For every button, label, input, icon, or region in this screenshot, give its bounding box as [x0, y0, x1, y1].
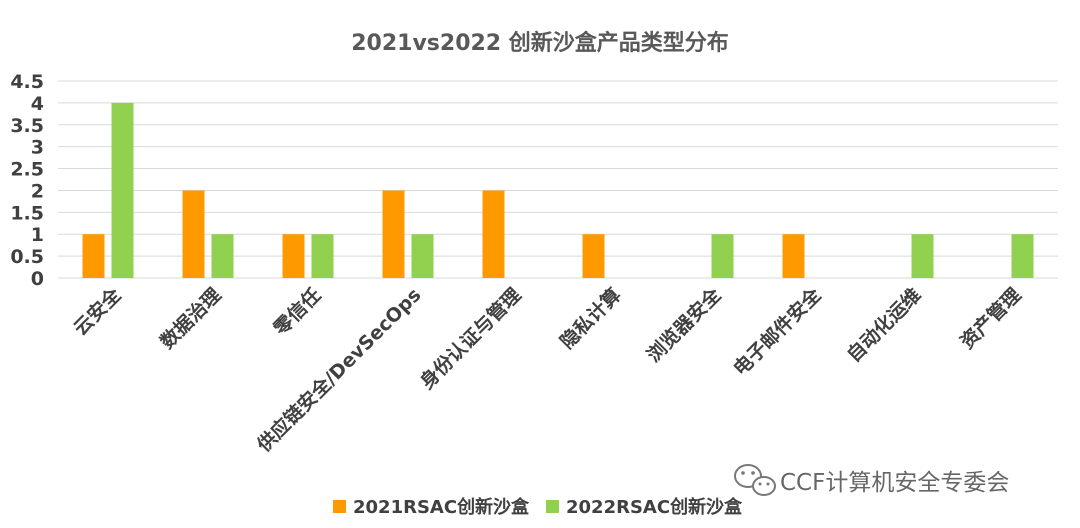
x-tick-label: 浏览器安全: [642, 283, 726, 367]
bar-2021: [382, 190, 405, 278]
watermark-text: CCF计算机安全专委会: [780, 470, 1009, 496]
watermark: CCF计算机安全专委会: [734, 464, 1009, 496]
wechat-icon: [734, 464, 776, 496]
bar-2021: [482, 190, 505, 278]
legend-label: 2022RSAC创新沙盒: [566, 496, 743, 518]
y-tick-label: 2: [31, 180, 44, 202]
bar-2022: [311, 234, 334, 278]
x-tick-label: 隐私计算: [556, 283, 626, 353]
y-tick-label: 2.5: [10, 159, 44, 181]
y-tick-label: 0: [31, 268, 44, 290]
x-tick-label: 云安全: [69, 283, 126, 340]
legend-swatch: [333, 500, 346, 513]
bars: [82, 102, 1034, 278]
x-tick-label: 资产管理: [956, 283, 1026, 353]
y-tick-label: 0.5: [10, 246, 44, 268]
bar-2021: [182, 190, 205, 278]
bar-2022: [1011, 234, 1034, 278]
legend: 2021RSAC创新沙盒 2022RSAC创新沙盒: [333, 496, 743, 518]
grid-lines: [58, 80, 1058, 279]
y-tick-label: 3.5: [10, 115, 44, 137]
bar-2022: [111, 102, 134, 278]
bar-2021: [282, 234, 305, 278]
bar-2022: [911, 234, 934, 278]
x-tick-label: 自动化运维: [842, 283, 925, 366]
chart-title: 2021vs2022 创新沙盒产品类型分布: [351, 30, 729, 56]
x-tick-label: 身份认证与管理: [415, 283, 525, 393]
bar-2021: [582, 234, 605, 278]
bar-2021: [82, 234, 105, 278]
y-axis-ticks: 00.511.522.533.544.5: [10, 71, 44, 290]
y-tick-label: 1: [31, 224, 44, 246]
bar-2022: [211, 234, 234, 278]
x-tick-label: 零信任: [268, 283, 325, 340]
y-tick-label: 4: [31, 93, 44, 115]
y-tick-label: 3: [31, 137, 44, 159]
x-tick-label: 供应链安全/DevSecOps: [252, 283, 426, 457]
bar-2021: [782, 234, 805, 278]
x-tick-label: 数据治理: [156, 283, 226, 353]
bar-2022: [411, 234, 434, 278]
legend-label: 2021RSAC创新沙盒: [353, 496, 530, 518]
y-tick-label: 1.5: [10, 202, 44, 224]
bar-2022: [711, 234, 734, 278]
y-tick-label: 4.5: [10, 71, 44, 93]
x-tick-label: 电子邮件安全: [729, 283, 827, 381]
legend-swatch: [546, 500, 559, 513]
